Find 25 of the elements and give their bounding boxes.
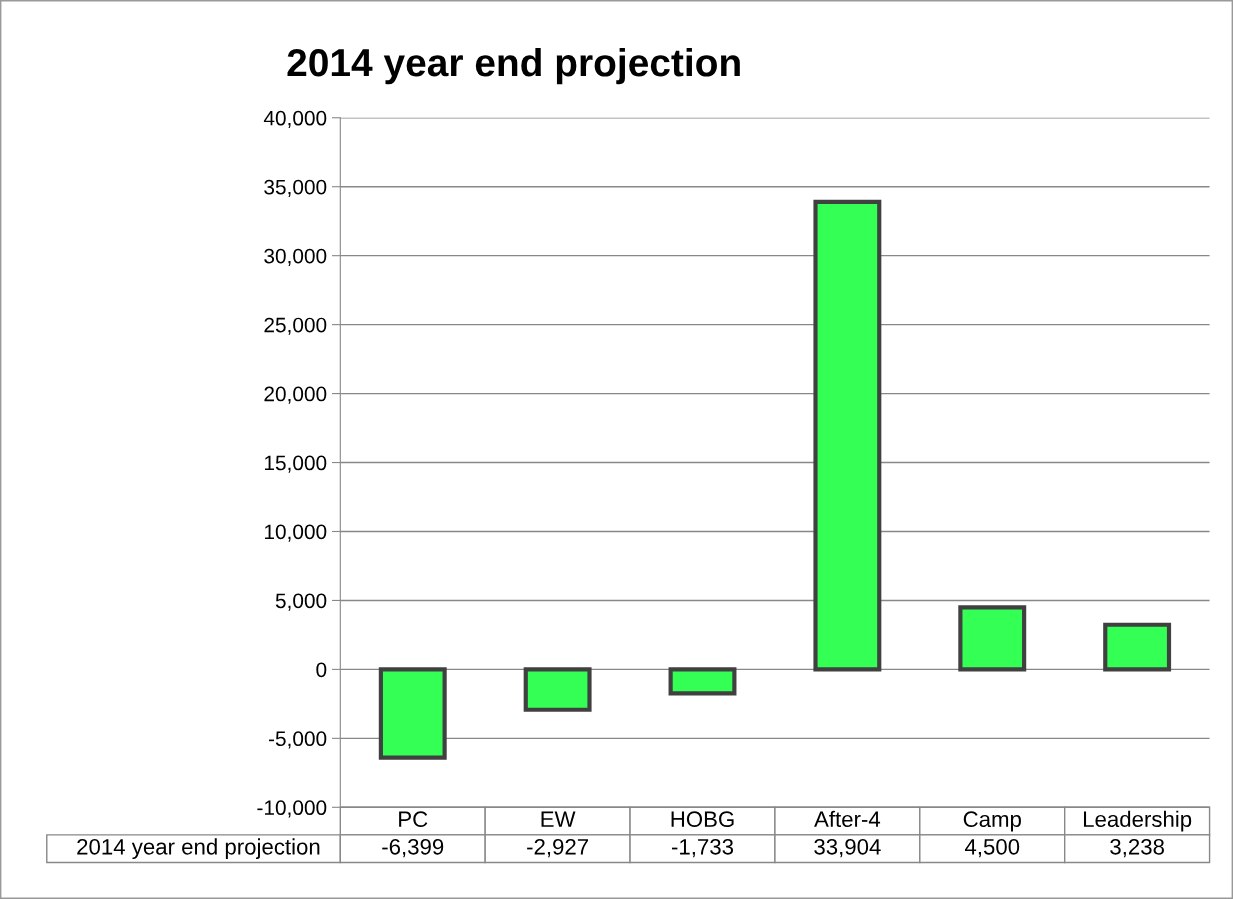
y-tick-label: -5,000 xyxy=(268,731,327,749)
data-label: -6,399 xyxy=(382,838,444,858)
chart-title: 2014 year end projection xyxy=(287,47,740,85)
data-label: 4,500 xyxy=(964,838,1020,858)
data-label: 3,238 xyxy=(1110,838,1164,858)
x-tick-label: Camp xyxy=(963,811,1021,832)
x-tick-label: PC xyxy=(399,811,428,828)
y-tick-label: 40,000 xyxy=(263,110,327,128)
y-tick-label: 25,000 xyxy=(264,317,327,335)
y-tick-label: 35,000 xyxy=(264,179,327,197)
y-tick-label: 5,000 xyxy=(275,593,327,611)
x-tick-label: HOBG xyxy=(671,811,734,828)
y-tick-label: 15,000 xyxy=(264,455,327,473)
data-label: -1,733 xyxy=(671,838,734,858)
text: 2014 year end projection xyxy=(77,838,320,860)
y-tick-label: -10,000 xyxy=(257,800,327,818)
y-tick-label: 20,000 xyxy=(264,386,327,404)
y-tick-label: 0 xyxy=(316,662,327,678)
y-tick-label: 30,000 xyxy=(264,248,327,266)
y-tick-label: 10,000 xyxy=(264,524,327,542)
x-tick-label: EW xyxy=(541,811,576,827)
data-label: -2,927 xyxy=(527,838,589,858)
x-tick-label: Leadership xyxy=(1083,810,1192,832)
data-label: 33,904 xyxy=(814,838,881,858)
x-tick-label: After-4 xyxy=(814,810,881,828)
